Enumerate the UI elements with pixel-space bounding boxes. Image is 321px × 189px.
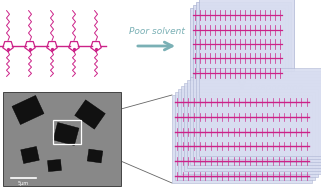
Bar xyxy=(3,92,121,186)
Bar xyxy=(53,120,81,144)
Polygon shape xyxy=(187,80,321,168)
Polygon shape xyxy=(175,92,315,180)
Polygon shape xyxy=(193,5,288,77)
Polygon shape xyxy=(178,89,318,177)
Polygon shape xyxy=(190,8,285,80)
Text: 5μm: 5μm xyxy=(17,181,29,186)
Text: Evaporation: Evaporation xyxy=(250,83,304,92)
Polygon shape xyxy=(193,74,321,162)
Bar xyxy=(53,122,79,146)
Bar xyxy=(75,100,105,129)
Bar xyxy=(21,146,39,163)
Polygon shape xyxy=(196,2,291,74)
Polygon shape xyxy=(190,77,321,165)
Polygon shape xyxy=(181,86,321,174)
Bar xyxy=(12,95,44,125)
Polygon shape xyxy=(196,71,321,159)
Bar xyxy=(87,149,103,163)
Polygon shape xyxy=(172,95,312,183)
Polygon shape xyxy=(184,83,321,171)
Text: Poor solvent: Poor solvent xyxy=(129,27,185,36)
Polygon shape xyxy=(199,0,294,71)
Bar xyxy=(48,160,61,172)
Polygon shape xyxy=(199,68,321,156)
